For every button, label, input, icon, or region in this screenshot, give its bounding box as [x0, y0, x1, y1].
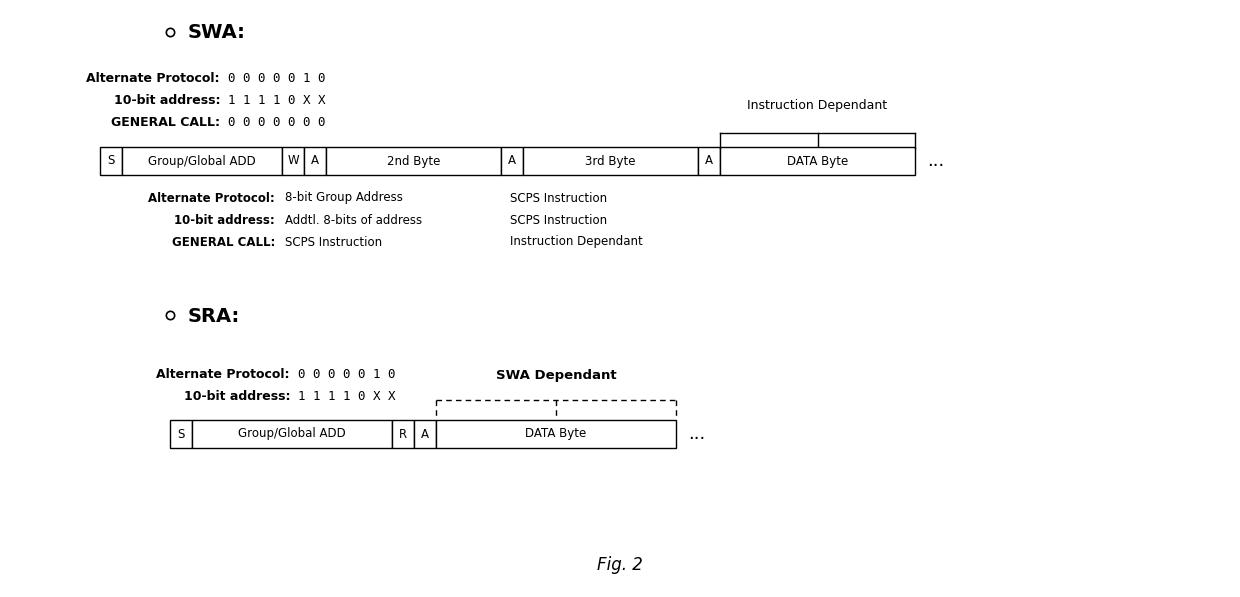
Text: Alternate Protocol:: Alternate Protocol: — [156, 368, 290, 381]
Text: Group/Global ADD: Group/Global ADD — [238, 427, 346, 441]
Text: SRA:: SRA: — [188, 306, 241, 325]
Text: R: R — [399, 427, 407, 441]
Bar — [698, 147, 720, 175]
Text: W: W — [288, 155, 299, 168]
Text: 10-bit address:: 10-bit address: — [175, 214, 275, 226]
Bar — [122, 147, 281, 175]
Text: 0 0 0 0 0 1 0: 0 0 0 0 0 1 0 — [228, 72, 325, 85]
Bar — [192, 420, 392, 448]
Text: A: A — [422, 427, 429, 441]
Text: DATA Byte: DATA Byte — [787, 155, 848, 168]
Text: GENERAL CALL:: GENERAL CALL: — [171, 235, 275, 248]
Bar — [304, 147, 326, 175]
Text: Fig. 2: Fig. 2 — [598, 556, 642, 574]
Text: 0 0 0 0 0 1 0: 0 0 0 0 0 1 0 — [298, 368, 396, 381]
Bar — [392, 420, 414, 448]
Bar — [326, 147, 501, 175]
Text: ...: ... — [688, 425, 706, 443]
Text: Alternate Protocol:: Alternate Protocol: — [87, 72, 219, 85]
Bar — [414, 420, 436, 448]
Text: 8-bit Group Address: 8-bit Group Address — [285, 192, 403, 205]
Text: SCPS Instruction: SCPS Instruction — [510, 214, 608, 226]
Bar — [720, 147, 915, 175]
Text: SCPS Instruction: SCPS Instruction — [510, 192, 608, 205]
Text: Instruction Dependant: Instruction Dependant — [748, 99, 888, 112]
Text: 1 1 1 1 0 X X: 1 1 1 1 0 X X — [228, 94, 325, 106]
Bar — [436, 420, 676, 448]
Bar — [523, 147, 698, 175]
Bar — [281, 147, 304, 175]
Bar — [501, 147, 523, 175]
Text: Addtl. 8-bits of address: Addtl. 8-bits of address — [285, 214, 422, 226]
Text: SWA Dependant: SWA Dependant — [496, 368, 616, 381]
Text: A: A — [706, 155, 713, 168]
Text: 1 1 1 1 0 X X: 1 1 1 1 0 X X — [298, 390, 396, 404]
Text: 2nd Byte: 2nd Byte — [387, 155, 440, 168]
Text: Instruction Dependant: Instruction Dependant — [510, 235, 642, 248]
Text: ...: ... — [928, 152, 944, 170]
Bar — [100, 147, 122, 175]
Text: Group/Global ADD: Group/Global ADD — [148, 155, 255, 168]
Text: 3rd Byte: 3rd Byte — [585, 155, 636, 168]
Text: GENERAL CALL:: GENERAL CALL: — [112, 115, 219, 128]
Bar — [170, 420, 192, 448]
Text: 10-bit address:: 10-bit address: — [114, 94, 219, 106]
Text: Alternate Protocol:: Alternate Protocol: — [149, 192, 275, 205]
Text: SCPS Instruction: SCPS Instruction — [285, 235, 382, 248]
Text: SWA:: SWA: — [188, 23, 246, 42]
Text: A: A — [508, 155, 516, 168]
Text: 10-bit address:: 10-bit address: — [184, 390, 290, 404]
Text: 0 0 0 0 0 0 0: 0 0 0 0 0 0 0 — [228, 115, 325, 128]
Text: DATA Byte: DATA Byte — [526, 427, 587, 441]
Text: S: S — [108, 155, 114, 168]
Text: S: S — [177, 427, 185, 441]
Text: A: A — [311, 155, 319, 168]
